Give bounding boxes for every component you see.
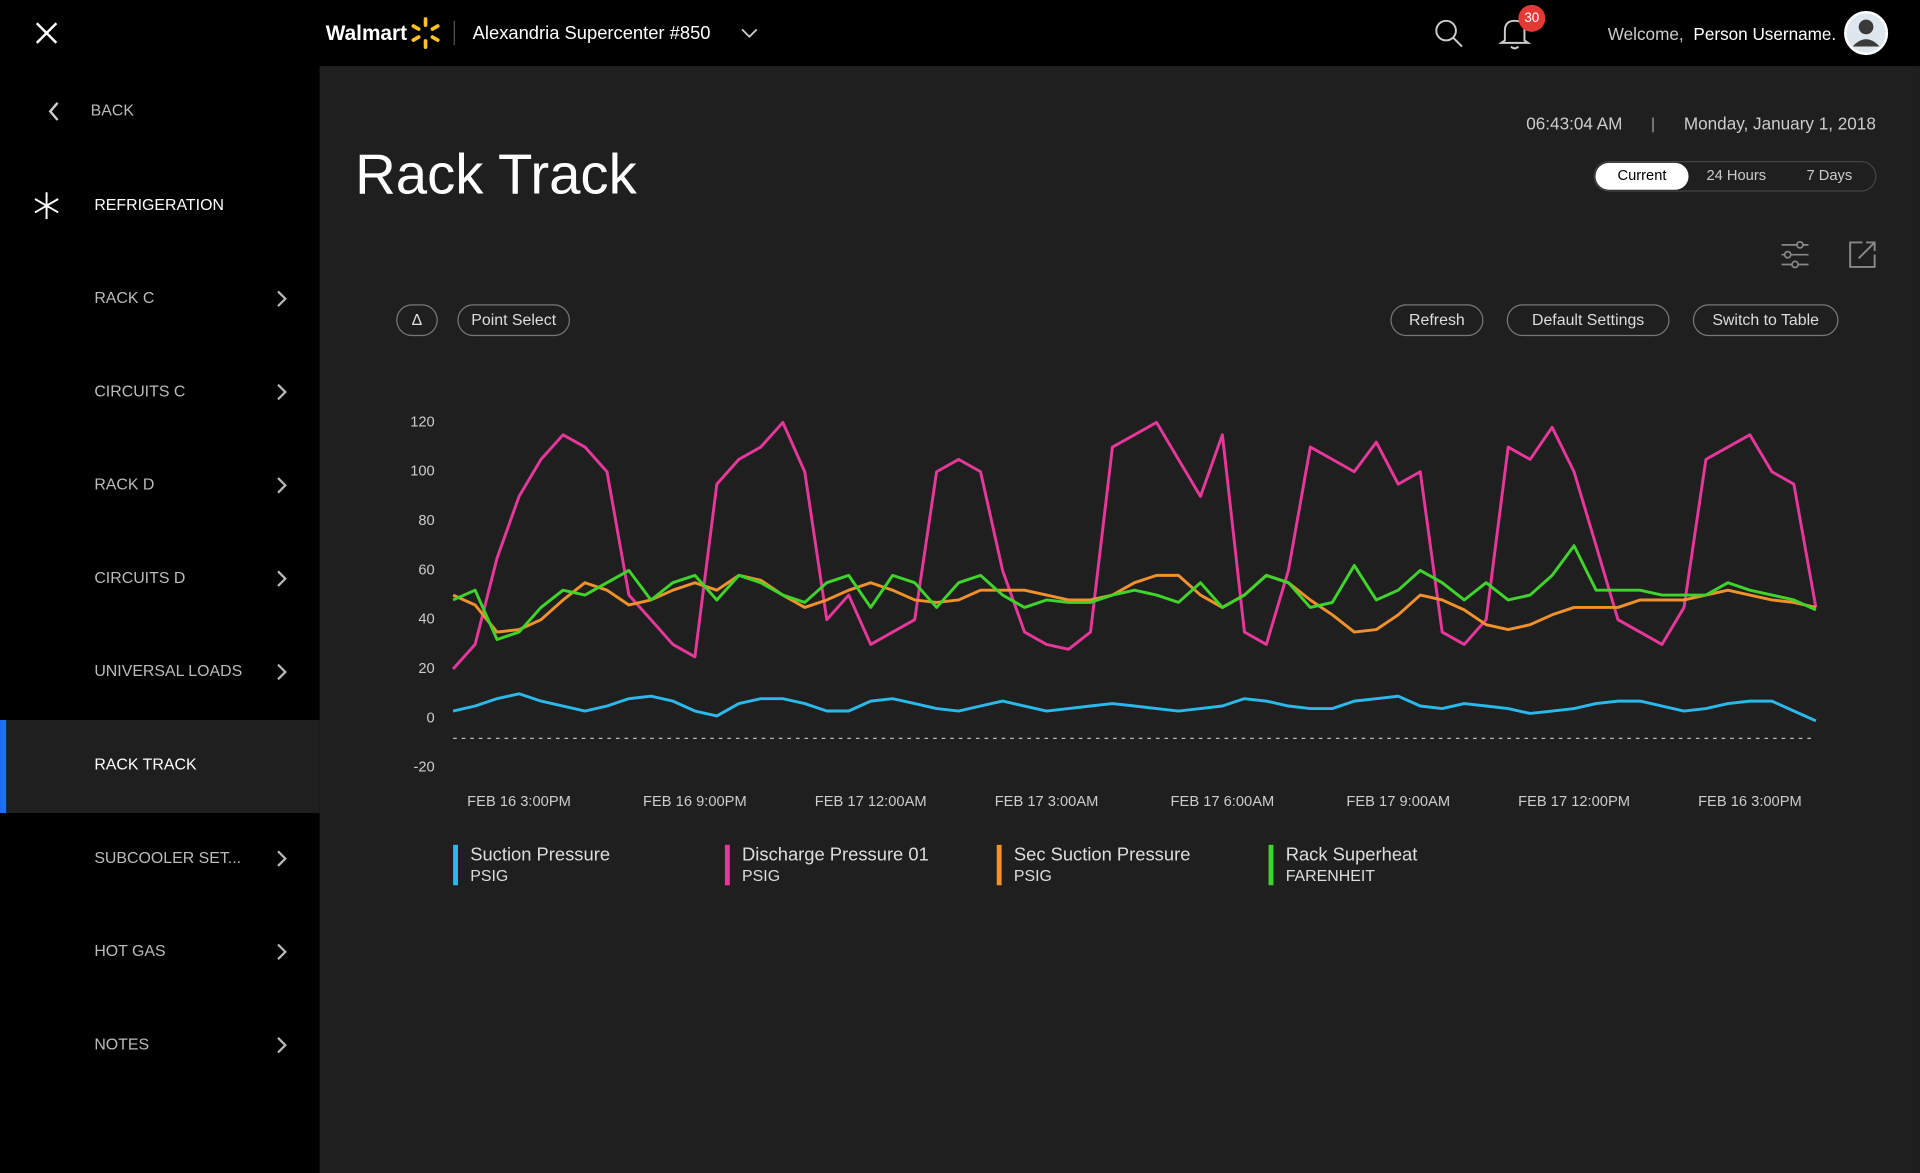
nav-item[interactable]: NOTES [94, 1036, 149, 1053]
sidebar-bg [0, 0, 320, 1173]
y-tick-label: 60 [418, 562, 434, 578]
notification-badge [1518, 4, 1546, 32]
bell-icon[interactable] [1497, 19, 1532, 50]
search-icon[interactable] [1435, 19, 1463, 48]
export-icon[interactable] [1849, 241, 1876, 268]
tab-group [1593, 161, 1877, 192]
legend-name: Suction Pressure [470, 844, 610, 865]
x-tick-label: FEB 17 9:00AM [1346, 794, 1450, 810]
series-line [451, 420, 1818, 671]
section-label: REFRIGERATION [94, 197, 224, 214]
y-tick-label: 40 [418, 612, 434, 628]
nav-chevron [277, 943, 287, 960]
legend-swatch [453, 844, 458, 886]
nav-chevron [277, 383, 287, 401]
nav-chevron [277, 1037, 287, 1054]
legend-name: Rack Superheat [1286, 844, 1418, 865]
store-dropdown[interactable] [741, 28, 758, 39]
brand: Walmart [326, 22, 407, 45]
button-label[interactable]: Switch to Table [1712, 312, 1819, 329]
nav-chevron [277, 570, 287, 587]
nav-item[interactable]: CIRCUITS C [94, 383, 185, 400]
button[interactable] [457, 304, 571, 337]
legend-swatch [996, 844, 1002, 886]
legend-unit: PSIG [742, 868, 780, 885]
close-icon[interactable] [35, 22, 58, 44]
active-item-bg [0, 719, 320, 814]
back-link: BACK [91, 103, 135, 120]
x-tick-label: FEB 17 3:00AM [995, 794, 1099, 810]
legend-name: Sec Suction Pressure [1014, 844, 1191, 865]
nav-item[interactable]: CIRCUITS D [94, 570, 185, 587]
nav-chevron [277, 290, 287, 307]
back-icon[interactable] [48, 102, 59, 121]
x-tick-label: FEB 16 9:00PM [643, 794, 747, 810]
y-tick-label: 120 [410, 414, 435, 430]
tab[interactable]: 24 Hours [1706, 168, 1766, 184]
button[interactable] [1506, 304, 1670, 337]
nav-item[interactable]: RACK D [94, 477, 154, 494]
active-indicator [0, 719, 7, 814]
button[interactable] [396, 304, 438, 337]
nav-chevron [277, 477, 287, 494]
legend-name: Discharge Pressure 01 [742, 844, 929, 865]
x-tick-label: FEB 17 6:00AM [1171, 794, 1275, 810]
legend-unit: PSIG [1014, 868, 1052, 885]
button-label[interactable]: Refresh [1409, 312, 1465, 329]
y-tick-label: 0 [427, 710, 435, 726]
button-label[interactable]: Default Settings [1532, 312, 1644, 329]
user-name: Person Username. [1693, 24, 1836, 44]
spark-logo [411, 17, 440, 49]
tab-active-bg [1595, 162, 1689, 190]
badge-count: 30 [1524, 10, 1539, 25]
settings-icon[interactable] [1781, 240, 1809, 269]
page-title: Rack Track [355, 143, 637, 206]
time: 06:43:04 AM [1526, 113, 1622, 133]
y-tick-label: 80 [418, 513, 434, 529]
x-tick-label: FEB 16 3:00PM [467, 794, 571, 810]
legend-unit: FARENHEIT [1286, 868, 1376, 885]
x-tick-label: FEB 16 3:00PM [1698, 794, 1802, 810]
y-tick-label: -20 [413, 760, 434, 776]
nav-chevron [277, 663, 287, 681]
nav-item[interactable]: HOT GAS [94, 943, 165, 960]
date: Monday, January 1, 2018 [1684, 113, 1876, 133]
nav-item[interactable]: RACK TRACK [94, 756, 197, 773]
snowflake-icon [34, 192, 59, 220]
nav-item[interactable]: SUBCOOLER SET... [94, 850, 241, 867]
button-label[interactable]: Δ [412, 312, 423, 329]
tab[interactable]: 7 Days [1806, 168, 1852, 184]
nav-item[interactable]: UNIVERSAL LOADS [94, 663, 242, 680]
avatar-head [1858, 19, 1874, 35]
nav-item[interactable]: RACK C [94, 290, 154, 307]
avatar-body [1852, 39, 1880, 47]
legend-swatch [1268, 844, 1274, 886]
button-label[interactable]: Point Select [471, 312, 556, 329]
legend-swatch [724, 844, 730, 886]
series-line [452, 573, 1817, 634]
series-line [452, 544, 1817, 641]
y-tick-label: 20 [418, 661, 434, 677]
button[interactable] [1692, 304, 1839, 337]
nav-chevron [277, 850, 287, 867]
button[interactable] [1390, 304, 1484, 337]
tab[interactable]: Current [1618, 168, 1667, 184]
topbar-bg [0, 0, 1920, 67]
store-name: Alexandria Supercenter #850 [473, 22, 711, 43]
x-tick-label: FEB 17 12:00PM [1518, 794, 1630, 810]
welcome: Welcome, [1608, 24, 1684, 44]
x-tick-label: FEB 17 12:00AM [815, 794, 927, 810]
y-tick-label: 100 [410, 464, 435, 480]
legend-unit: PSIG [470, 868, 508, 885]
series-line [452, 692, 1817, 723]
